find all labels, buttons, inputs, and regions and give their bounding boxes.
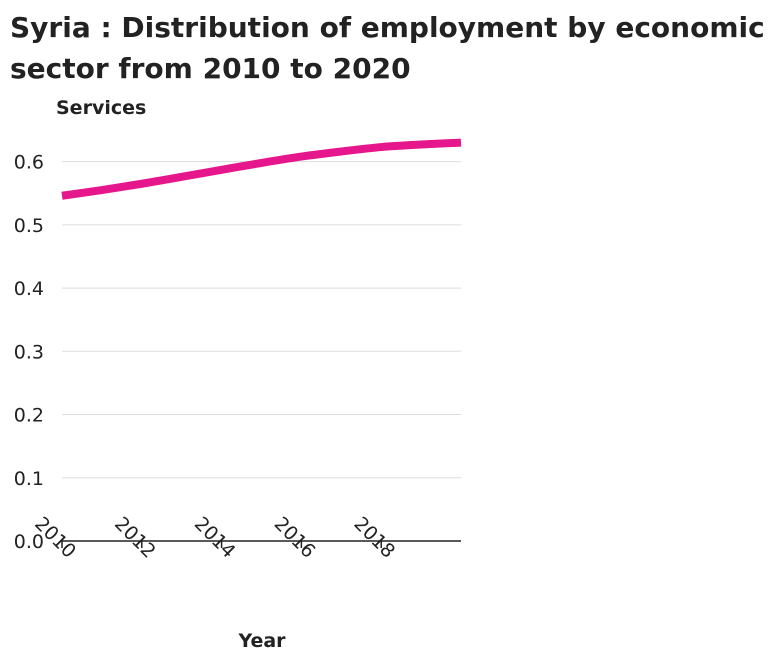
- y-tick-label: 0.1: [14, 468, 44, 490]
- y-axis-title: Services: [56, 97, 146, 119]
- y-tick-label: 0.4: [14, 278, 44, 300]
- y-tick-label: 0.6: [14, 152, 44, 174]
- series-layer: [61, 138, 462, 200]
- x-tick-label: 2012: [110, 513, 160, 563]
- grid: [62, 161, 461, 479]
- series-line: [61, 138, 462, 200]
- chart-title-line-1: Syria : Distribution of employment by ec…: [10, 11, 765, 44]
- x-tick-label: 2018: [349, 513, 399, 563]
- x-tick-label: 2016: [270, 513, 320, 563]
- y-tick-label: 0.2: [14, 405, 44, 427]
- x-tick-label: 2014: [190, 513, 240, 563]
- chart-title-line-2: sector from 2010 to 2020: [10, 52, 411, 85]
- y-tick-label: 0.0: [14, 531, 44, 553]
- y-tick-label: 0.5: [14, 215, 44, 237]
- y-tick-label: 0.3: [14, 341, 44, 363]
- axes: [61, 540, 461, 548]
- x-axis-title: Year: [237, 630, 286, 652]
